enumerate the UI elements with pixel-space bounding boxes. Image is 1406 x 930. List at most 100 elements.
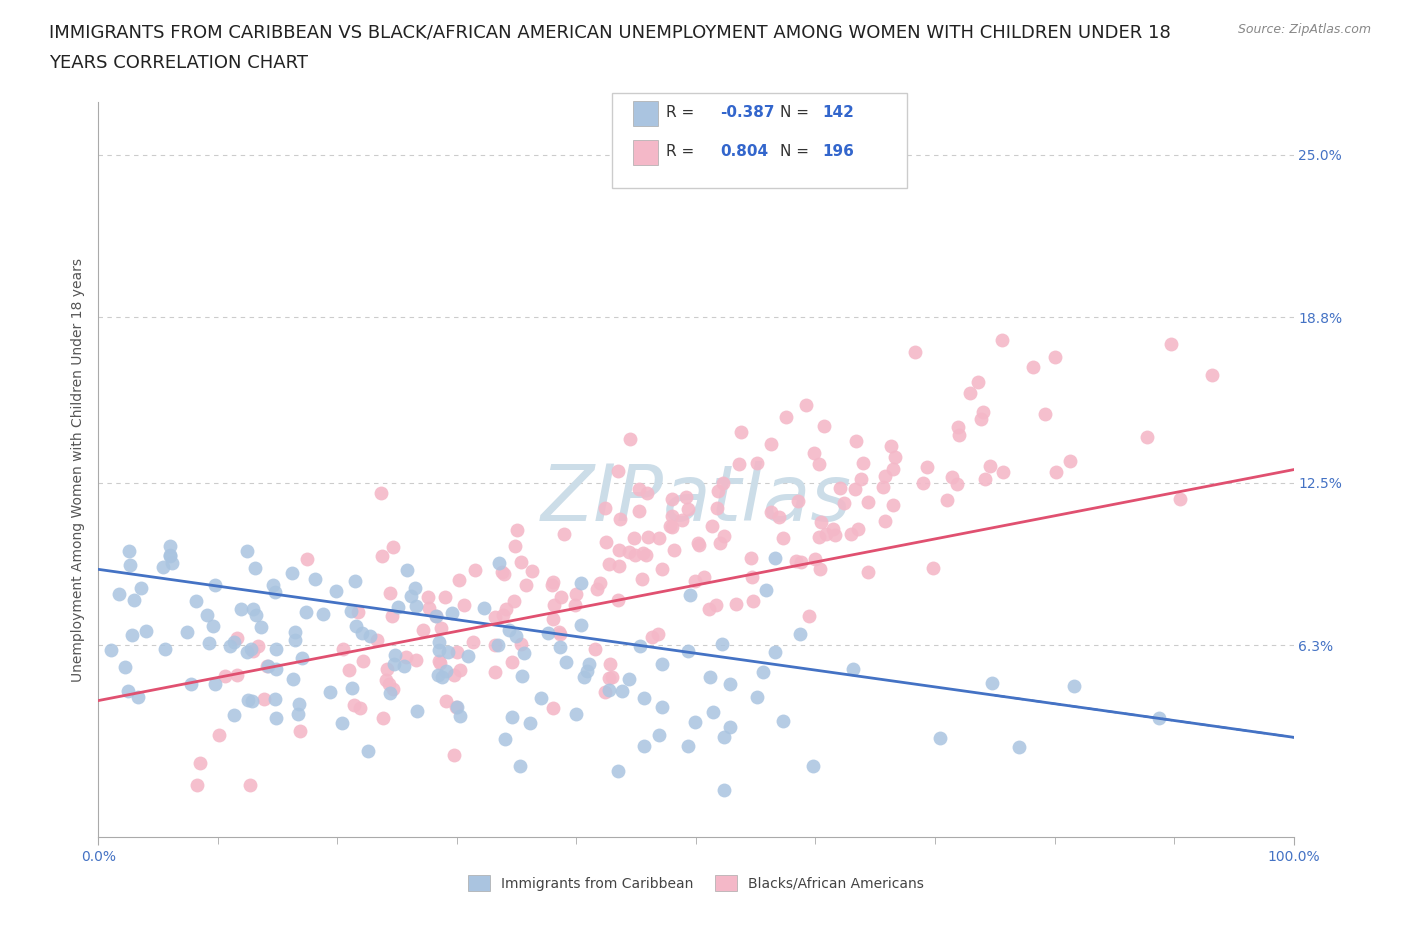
- Point: [159, 548, 181, 563]
- Point: [229, 602, 252, 617]
- Point: [242, 644, 264, 658]
- Point: [537, 626, 560, 641]
- Point: [484, 664, 506, 679]
- Point: [706, 484, 728, 498]
- Point: [718, 676, 741, 691]
- Point: [941, 470, 963, 485]
- Point: [224, 634, 246, 649]
- Point: [108, 587, 131, 602]
- Point: [875, 469, 897, 484]
- Point: [972, 405, 994, 419]
- Point: [572, 670, 595, 684]
- Point: [352, 654, 374, 669]
- Point: [593, 684, 616, 699]
- Y-axis label: Unemployment Among Women with Children Under 18 years: Unemployment Among Women with Children U…: [72, 258, 86, 682]
- Point: [395, 650, 418, 665]
- Point: [772, 714, 794, 729]
- Point: [418, 590, 440, 604]
- Text: YEARS CORRELATION CHART: YEARS CORRELATION CHART: [49, 54, 308, 72]
- Point: [824, 527, 846, 542]
- Legend: Immigrants from Caribbean, Blacks/African Americans: Immigrants from Caribbean, Blacks/Africa…: [463, 870, 929, 897]
- Point: [242, 693, 264, 708]
- Point: [543, 597, 565, 612]
- Point: [350, 625, 373, 640]
- Point: [842, 661, 865, 676]
- Point: [284, 625, 307, 640]
- Point: [948, 428, 970, 443]
- Text: Source: ZipAtlas.com: Source: ZipAtlas.com: [1237, 23, 1371, 36]
- Point: [804, 551, 827, 566]
- Point: [755, 582, 778, 597]
- Point: [875, 513, 897, 528]
- Point: [661, 519, 683, 534]
- Point: [624, 548, 647, 563]
- Point: [697, 602, 720, 617]
- Point: [979, 458, 1001, 473]
- Point: [1045, 350, 1067, 365]
- Point: [810, 514, 832, 529]
- Point: [263, 584, 285, 599]
- Point: [247, 638, 270, 653]
- Point: [118, 543, 141, 558]
- Point: [443, 668, 465, 683]
- Point: [281, 672, 304, 687]
- Point: [263, 692, 285, 707]
- Point: [808, 457, 831, 472]
- Point: [634, 547, 657, 562]
- Point: [607, 558, 630, 573]
- Point: [405, 653, 427, 668]
- Point: [464, 563, 486, 578]
- Point: [280, 566, 302, 581]
- Point: [688, 536, 710, 551]
- Point: [959, 386, 981, 401]
- Point: [509, 637, 531, 652]
- Point: [382, 657, 405, 671]
- Point: [631, 546, 654, 561]
- Point: [457, 648, 479, 663]
- Point: [706, 500, 728, 515]
- Point: [506, 523, 529, 538]
- Point: [243, 560, 266, 575]
- Point: [349, 701, 371, 716]
- Point: [425, 609, 447, 624]
- Point: [648, 727, 671, 742]
- Point: [569, 576, 592, 591]
- Point: [1021, 359, 1043, 374]
- Point: [852, 456, 875, 471]
- Point: [685, 574, 707, 589]
- Point: [427, 635, 450, 650]
- Text: 142: 142: [823, 105, 855, 120]
- Point: [617, 545, 640, 560]
- Point: [547, 624, 569, 639]
- Point: [725, 596, 748, 611]
- Point: [135, 623, 157, 638]
- Text: R =: R =: [666, 144, 695, 159]
- Point: [676, 738, 699, 753]
- Point: [583, 642, 606, 657]
- Point: [343, 698, 366, 712]
- Point: [814, 527, 837, 542]
- Point: [929, 731, 952, 746]
- Point: [1035, 407, 1057, 422]
- Point: [502, 594, 524, 609]
- Point: [550, 590, 572, 604]
- Point: [711, 475, 734, 490]
- Point: [245, 607, 267, 622]
- Point: [339, 604, 361, 618]
- Point: [344, 574, 367, 589]
- Point: [702, 704, 724, 719]
- Point: [541, 612, 564, 627]
- Point: [598, 683, 620, 698]
- Point: [740, 551, 762, 565]
- Point: [453, 598, 475, 613]
- Point: [607, 592, 630, 607]
- Point: [803, 445, 825, 460]
- Point: [915, 459, 938, 474]
- Point: [461, 634, 484, 649]
- Point: [627, 503, 650, 518]
- Point: [501, 655, 523, 670]
- Point: [515, 578, 537, 592]
- Point: [430, 621, 453, 636]
- Point: [340, 681, 363, 696]
- Point: [911, 476, 934, 491]
